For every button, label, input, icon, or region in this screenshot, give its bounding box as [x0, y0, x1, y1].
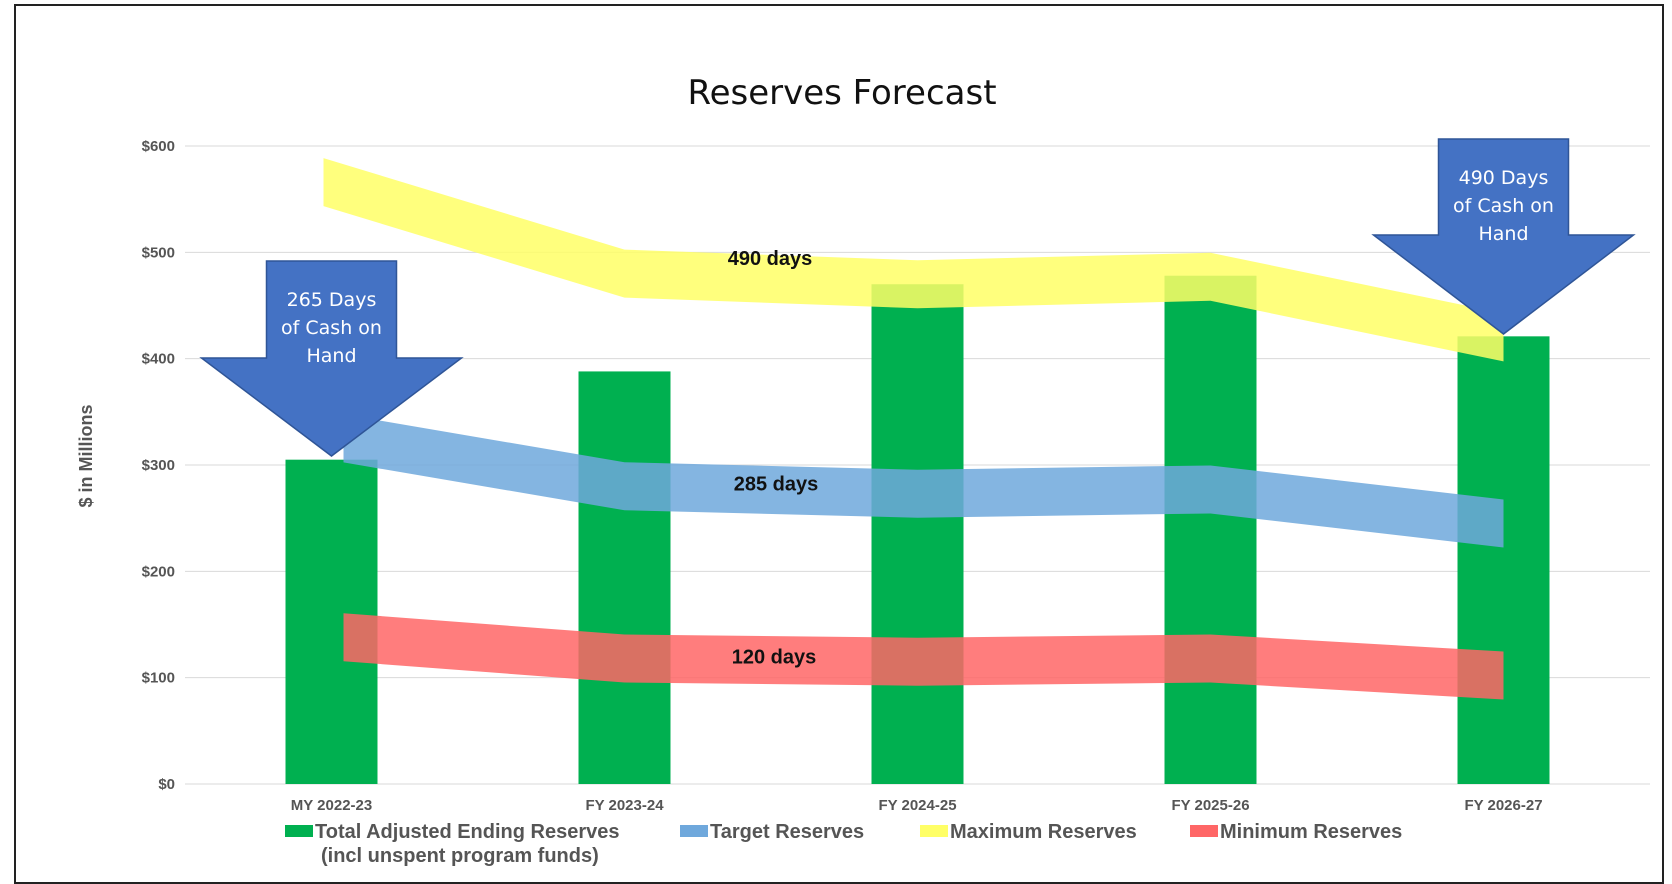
y-tick-label: $500 [142, 244, 175, 261]
callout-text: 265 Days [287, 289, 377, 311]
y-tick-label: $100 [142, 670, 175, 687]
y-tick-label: $200 [142, 563, 175, 580]
bar [578, 371, 671, 784]
bar [1164, 275, 1257, 784]
band-target-reserves [343, 414, 1504, 548]
x-tick-label: FY 2023-24 [585, 797, 664, 814]
band-minimum-reserves [343, 613, 1504, 700]
x-tick-label: FY 2025-26 [1171, 797, 1249, 814]
band-label: 120 days [732, 647, 817, 669]
callout-arrows: 265 Days of Cash on Hand 490 Days of Cash on… [199, 138, 1636, 457]
x-axis-ticks: MY 2022-23 FY 2023-24 FY 2024-25 FY 2025-26… [291, 797, 1543, 814]
y-tick-label: $300 [142, 457, 175, 474]
legend-label: Minimum Reserves [1220, 821, 1402, 843]
legend-swatch [1190, 825, 1218, 837]
band-label: 490 days [728, 248, 813, 270]
callout-text: of Cash on [1453, 195, 1554, 217]
bar [871, 284, 964, 784]
x-tick-label: FY 2024-25 [878, 797, 956, 814]
legend-swatch [920, 825, 948, 837]
chart-title: Reserves Forecast [687, 73, 996, 113]
callout-text: of Cash on [281, 317, 382, 339]
y-tick-label: $400 [142, 351, 175, 368]
band-label: 285 days [734, 473, 819, 495]
legend: Total Adjusted Ending Reserves(incl unsp… [285, 821, 1402, 867]
callout-arrow [199, 260, 464, 457]
y-tick-label: $0 [158, 776, 175, 793]
band-maximum-reserves [323, 158, 1504, 362]
callout-arrow [1371, 138, 1636, 335]
y-axis-ticks: $0 $100 $200 $300 $400 $500 $600 [142, 138, 175, 793]
legend-label: Total Adjusted Ending Reserves [315, 821, 620, 843]
band-labels: 490 days 285 days 120 days [728, 248, 819, 669]
callout-text: Hand [306, 345, 356, 367]
x-tick-label: MY 2022-23 [291, 797, 372, 814]
bar [1457, 336, 1550, 784]
reserve-bands [323, 158, 1504, 700]
legend-label: Maximum Reserves [950, 821, 1137, 843]
legend-label: Target Reserves [710, 821, 864, 843]
x-tick-label: FY 2026-27 [1464, 797, 1542, 814]
callout-text: 490 Days [1459, 167, 1549, 189]
y-tick-label: $600 [142, 138, 175, 155]
legend-swatch [285, 825, 313, 837]
callout-text: Hand [1478, 223, 1528, 245]
y-axis-label: $ in Millions [76, 404, 96, 507]
legend-label-line2: (incl unspent program funds) [321, 845, 599, 867]
legend-swatch [680, 825, 708, 837]
